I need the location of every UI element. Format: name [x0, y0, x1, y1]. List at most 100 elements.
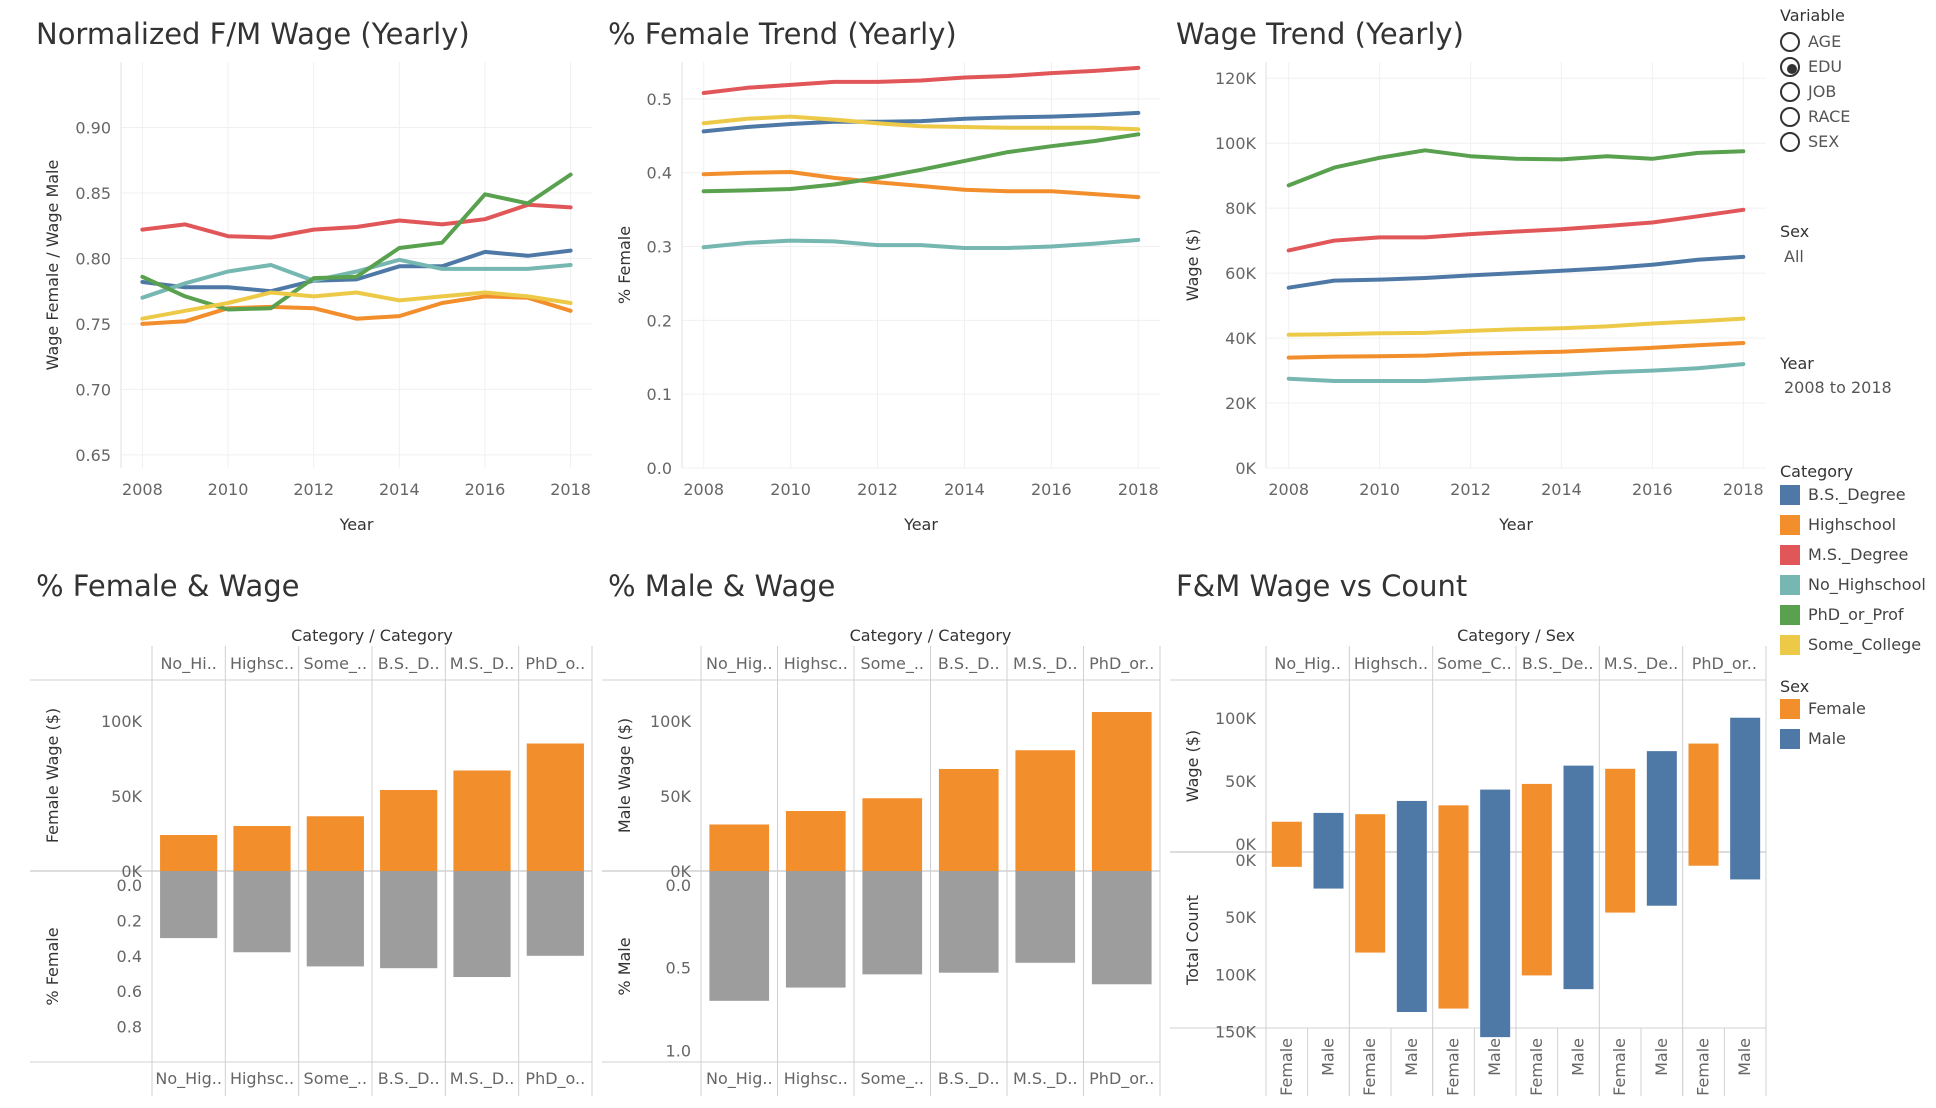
sex-legend-item[interactable]: Male: [1780, 728, 1936, 750]
radio-label: SEX: [1808, 132, 1840, 151]
wage-bar: [1091, 712, 1152, 871]
column-footer: M.S._D..: [450, 1069, 515, 1089]
count-bar-female: [1438, 852, 1469, 1009]
column-header: Some_C..: [1437, 654, 1512, 674]
count-bar-male: [1480, 852, 1511, 1038]
bottom-y-axis-title: Total Count: [1183, 895, 1202, 986]
color-swatch-icon: [1780, 485, 1800, 505]
count-bar-male: [1396, 852, 1427, 1012]
legend-label: Female: [1808, 699, 1866, 718]
top-y-tick-label: 50K: [1225, 772, 1256, 791]
y-tick-label: 0K: [1235, 459, 1256, 478]
wage-bar-female: [1271, 821, 1302, 852]
sex-axis-label: Female: [1444, 1038, 1463, 1096]
top-y-axis-title: Male Wage ($): [615, 718, 634, 833]
x-axis-title: Year: [1498, 515, 1533, 534]
radio-label: RACE: [1808, 107, 1851, 126]
wage-bar: [1015, 750, 1076, 871]
wage-bar: [526, 743, 584, 871]
category-legend-item[interactable]: Some_College: [1780, 634, 1936, 656]
column-footer: No_Hig..: [155, 1069, 222, 1089]
legend-label: B.S._Degree: [1808, 485, 1906, 504]
series-line-Some_College: [1286, 316, 1746, 337]
bottom-y-tick-label: 0.0: [666, 876, 691, 895]
column-footer: B.S._D..: [378, 1069, 440, 1089]
share-bar: [526, 871, 584, 956]
x-tick-label: 2010: [770, 480, 811, 499]
count-bar-female: [1355, 852, 1386, 953]
header-title: Category / Sex: [1457, 626, 1575, 645]
sex-filter-title: Sex: [1780, 222, 1810, 241]
series-line-No_Highschool: [1286, 362, 1746, 383]
y-axis-title: Wage ($): [1183, 229, 1202, 301]
color-swatch-icon: [1780, 515, 1800, 535]
variable-radio-race[interactable]: RACE: [1780, 105, 1930, 129]
share-bar: [160, 871, 218, 939]
count-bar-male: [1313, 852, 1344, 889]
column-header: No_Hig..: [706, 654, 773, 674]
chart-title: % Female Trend (Yearly): [608, 17, 957, 51]
column-header: B.S._D..: [378, 654, 440, 674]
wage-bar-female: [1355, 814, 1386, 852]
radio-selected-dot-icon: [1787, 64, 1797, 74]
top-y-axis-title: Female Wage ($): [43, 708, 62, 843]
column-footer: Highsc..: [784, 1069, 848, 1088]
y-tick-label: 0.1: [647, 385, 672, 404]
category-legend-item[interactable]: M.S._Degree: [1780, 544, 1936, 566]
wage-bar-male: [1396, 800, 1427, 852]
x-tick-label: 2014: [1541, 480, 1582, 499]
count-bar-female: [1271, 852, 1302, 867]
category-legend-item[interactable]: Highschool: [1780, 514, 1936, 536]
sex-legend-item[interactable]: Female: [1780, 698, 1936, 720]
column-header: No_Hi..: [160, 654, 216, 674]
column-header: M.S._D..: [450, 654, 515, 674]
bottom-y-tick-label: 0K: [1235, 851, 1256, 870]
bar-chart-3: % Female & Wage Category / Category 0K 50K 1…: [30, 569, 593, 1096]
category-legend-item[interactable]: B.S._Degree: [1780, 484, 1936, 506]
variable-radio-job[interactable]: JOB: [1780, 80, 1930, 104]
column-footer: PhD_o..: [525, 1069, 585, 1089]
count-bar-male: [1730, 852, 1761, 880]
color-swatch-icon: [1780, 605, 1800, 625]
sex-axis-label: Male: [1402, 1038, 1421, 1076]
wage-bar-male: [1730, 717, 1761, 852]
series-line-B.S._Degree: [140, 248, 573, 294]
column-footer: M.S._D..: [1013, 1069, 1078, 1089]
column-footer: PhD_or..: [1089, 1069, 1154, 1089]
category-legend-item[interactable]: PhD_or_Prof: [1780, 604, 1936, 626]
legend-label: Some_College: [1808, 635, 1922, 654]
series-line-M.S._Degree: [1286, 207, 1746, 253]
variable-radio-age[interactable]: AGE: [1780, 30, 1930, 54]
variable-radio-edu[interactable]: EDU: [1780, 55, 1930, 79]
dashboard-charts: Normalized F/M Wage (Yearly) 0.65 0.70 0.75…: [30, 17, 1767, 1096]
series-line-Some_College: [140, 290, 573, 321]
column-header: B.S._D..: [938, 654, 1000, 674]
variable-radio-sex[interactable]: SEX: [1780, 130, 1930, 154]
wage-bar-male: [1480, 789, 1511, 852]
radio-circle-icon: [1780, 107, 1800, 127]
x-tick-label: 2018: [1723, 480, 1764, 499]
y-tick-label: 0.2: [647, 311, 672, 330]
wage-bar-female: [1438, 805, 1469, 852]
sex-axis-label: Male: [1652, 1038, 1671, 1076]
sex-filter-value[interactable]: All: [1784, 247, 1804, 266]
sex-axis-label: Female: [1527, 1038, 1546, 1096]
count-bar-male: [1563, 852, 1594, 990]
column-footer: Some_..: [860, 1069, 924, 1089]
color-swatch-icon: [1780, 699, 1800, 719]
column-footer: Some_..: [304, 1069, 368, 1089]
bottom-y-axis-title: % Male: [615, 937, 634, 995]
x-tick-label: 2012: [1450, 480, 1491, 499]
top-y-tick-label: 0K: [121, 862, 142, 881]
category-legend-item[interactable]: No_Highschool: [1780, 574, 1936, 596]
y-axis-title: % Female: [615, 226, 634, 304]
bottom-y-tick-label: 0.4: [117, 947, 142, 966]
header-title: Category / Category: [850, 626, 1012, 645]
year-filter-value[interactable]: 2008 to 2018: [1784, 378, 1892, 397]
legend-label: PhD_or_Prof: [1808, 605, 1904, 624]
share-bar: [709, 871, 770, 1001]
share-bar: [862, 871, 923, 975]
x-tick-label: 2008: [683, 480, 724, 499]
wage-bar: [453, 770, 511, 871]
y-axis-title: Wage Female / Wage Male: [43, 160, 62, 371]
